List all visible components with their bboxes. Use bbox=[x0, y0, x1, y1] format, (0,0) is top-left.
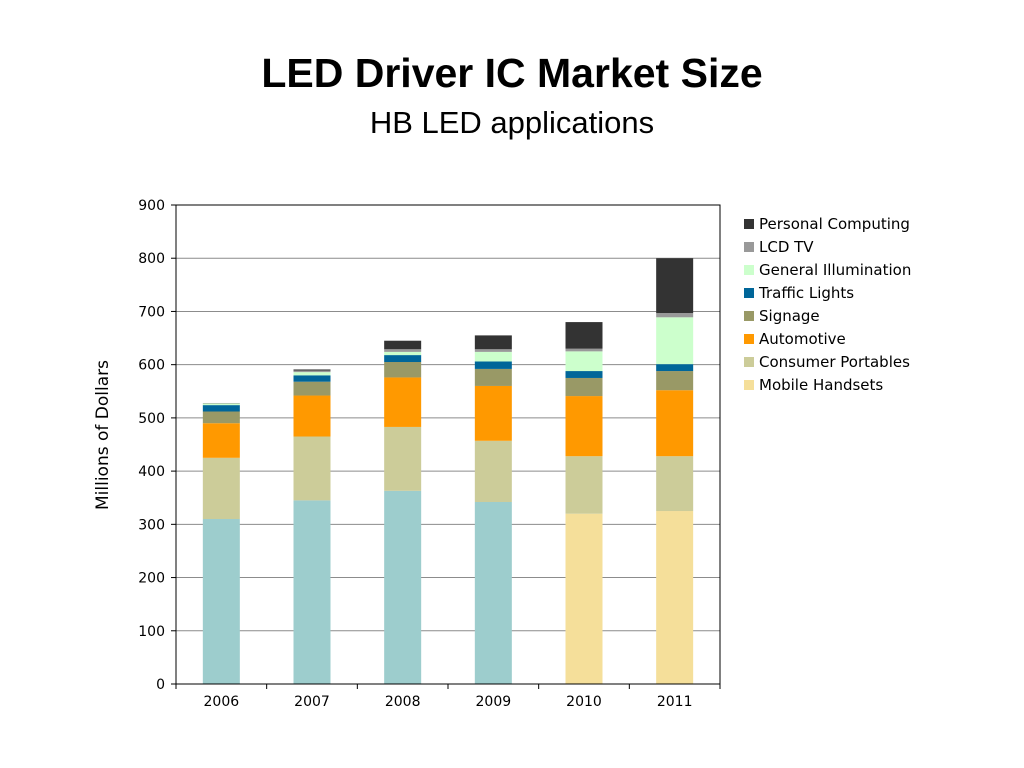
y-tick-label: 700 bbox=[138, 304, 165, 320]
legend-swatch bbox=[744, 265, 754, 275]
bar-segment bbox=[384, 340, 422, 350]
x-tick-labels: 2006 2007 2008 2009 2010 2011 bbox=[204, 694, 693, 710]
bar-segment bbox=[474, 349, 512, 352]
legend: Personal Computing LCD TV General Illumina… bbox=[744, 215, 911, 394]
bar-segment bbox=[202, 519, 240, 684]
legend-swatch bbox=[744, 380, 754, 390]
y-tick-label: 500 bbox=[138, 411, 165, 427]
bar-segment bbox=[384, 362, 422, 378]
bar-segment bbox=[474, 351, 512, 362]
y-tick-label: 900 bbox=[138, 198, 165, 214]
legend-label: General Illumination bbox=[759, 261, 911, 279]
legend-swatch bbox=[744, 334, 754, 344]
bar-segment bbox=[293, 395, 331, 437]
bar-segment bbox=[656, 456, 694, 512]
bar-segment bbox=[384, 426, 422, 491]
bar-segment bbox=[202, 403, 240, 406]
bar-segment bbox=[384, 349, 422, 352]
bar-segment bbox=[656, 317, 694, 365]
bar-segment bbox=[656, 371, 694, 391]
y-tick-label: 400 bbox=[138, 464, 165, 480]
bar-segment bbox=[474, 361, 512, 369]
bar-segment bbox=[293, 381, 331, 396]
bar-segment bbox=[384, 490, 422, 684]
bars bbox=[202, 258, 694, 684]
y-tick-labels: 0 100 200 300 400 500 600 700 800 900 bbox=[138, 198, 165, 693]
y-tick-label: 300 bbox=[138, 517, 165, 533]
bar-segment bbox=[293, 436, 331, 501]
bar-segment bbox=[656, 511, 694, 684]
axes bbox=[171, 204, 721, 689]
x-tick-label: 2007 bbox=[294, 694, 330, 710]
bar-segment bbox=[293, 369, 331, 371]
bar-segment bbox=[293, 372, 331, 376]
legend-label: Personal Computing bbox=[759, 215, 910, 233]
x-tick-label: 2011 bbox=[657, 694, 693, 710]
bar-segment bbox=[293, 500, 331, 684]
legend-label: Consumer Portables bbox=[759, 353, 910, 371]
bar-segment bbox=[474, 335, 512, 350]
x-tick-label: 2006 bbox=[204, 694, 240, 710]
bar-segment bbox=[474, 385, 512, 441]
bar-segment bbox=[474, 368, 512, 386]
x-tick-label: 2008 bbox=[385, 694, 421, 710]
y-tick-label: 600 bbox=[138, 358, 165, 374]
y-tick-label: 100 bbox=[138, 624, 165, 640]
bar-segment bbox=[202, 411, 240, 424]
bar-segment bbox=[565, 513, 603, 684]
legend-label: LCD TV bbox=[759, 238, 814, 256]
legend-label: Traffic Lights bbox=[758, 284, 854, 302]
bar-segment bbox=[656, 313, 694, 318]
y-axis-label: Millions of Dollars bbox=[93, 360, 113, 510]
bar-segment bbox=[384, 355, 422, 363]
bar-segment bbox=[293, 375, 331, 382]
bar-segment bbox=[565, 351, 603, 372]
bar-segment bbox=[565, 396, 603, 457]
bar-segment bbox=[202, 423, 240, 458]
bar-segment bbox=[202, 402, 240, 404]
bar-segment bbox=[565, 322, 603, 349]
bar-segment bbox=[202, 457, 240, 520]
x-tick-label: 2010 bbox=[566, 694, 602, 710]
bar-segment bbox=[656, 390, 694, 457]
bar-segment bbox=[474, 440, 512, 502]
y-tick-label: 0 bbox=[156, 677, 165, 693]
y-tick-label: 800 bbox=[138, 251, 165, 267]
bar-segment bbox=[565, 377, 603, 397]
bar-segment bbox=[384, 351, 422, 356]
legend-swatch bbox=[744, 242, 754, 252]
bar-segment bbox=[293, 370, 331, 373]
bar-segment bbox=[656, 258, 694, 314]
bar-segment bbox=[565, 371, 603, 378]
chart-title: LED Driver IC Market Size bbox=[261, 50, 763, 96]
legend-label: Automotive bbox=[759, 330, 846, 348]
gridlines bbox=[176, 204, 720, 632]
chart-subtitle: HB LED applications bbox=[369, 105, 655, 140]
y-tick-label: 200 bbox=[138, 571, 165, 587]
bar-segment bbox=[565, 456, 603, 514]
legend-swatch bbox=[744, 311, 754, 321]
bar-segment bbox=[384, 377, 422, 427]
legend-swatch bbox=[744, 357, 754, 367]
legend-swatch bbox=[744, 288, 754, 298]
legend-label: Signage bbox=[759, 307, 820, 325]
bar-segment bbox=[656, 364, 694, 372]
legend-label: Mobile Handsets bbox=[759, 376, 883, 394]
legend-swatch bbox=[744, 219, 754, 229]
x-tick-label: 2009 bbox=[476, 694, 512, 710]
bar-segment bbox=[474, 501, 512, 684]
plot-frame bbox=[175, 204, 721, 685]
bar-segment bbox=[202, 405, 240, 412]
bar-segment bbox=[565, 348, 603, 352]
